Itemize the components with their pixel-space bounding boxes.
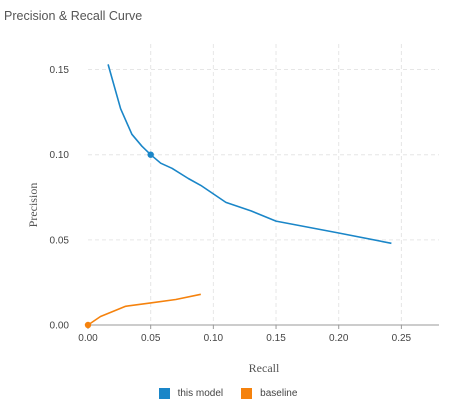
x-tick-label: 0.10 xyxy=(204,333,224,344)
series-layer xyxy=(84,64,392,329)
y-axis-label: Precision xyxy=(26,183,40,228)
x-tick-label: 0.20 xyxy=(329,333,349,344)
legend-label-baseline: baseline xyxy=(260,388,298,399)
x-axis-label: Recall xyxy=(249,361,280,375)
grid-layer xyxy=(88,44,439,325)
series-marker-this-model xyxy=(147,151,154,158)
x-tick-label: 0.00 xyxy=(78,333,98,344)
legend-swatch-this-model xyxy=(158,388,170,399)
x-tick-label: 0.25 xyxy=(392,333,412,344)
series-line-this-model xyxy=(107,64,392,245)
x-tick-label: 0.05 xyxy=(141,333,161,344)
y-tick-label: 0.00 xyxy=(50,321,70,332)
legend-item-baseline[interactable]: baseline xyxy=(241,388,297,399)
chart-title: Precision & Recall Curve xyxy=(4,9,143,23)
y-tick-label: 0.10 xyxy=(50,150,70,161)
legend-swatch-baseline xyxy=(241,388,253,399)
axis-layer: 0.00 0.05 0.10 0.15 0.00 0.05 0.10 0.15 0.20 0.25 xyxy=(50,65,439,344)
legend-item-this-model[interactable]: this model xyxy=(158,388,224,399)
x-tick-label: 0.15 xyxy=(266,333,286,344)
series-marker-baseline xyxy=(84,321,92,329)
series-line-baseline xyxy=(87,293,201,326)
y-tick-label: 0.15 xyxy=(50,65,70,76)
legend: this model baseline xyxy=(0,388,456,399)
y-tick-label: 0.05 xyxy=(50,235,70,246)
legend-label-this-model: this model xyxy=(177,388,224,399)
